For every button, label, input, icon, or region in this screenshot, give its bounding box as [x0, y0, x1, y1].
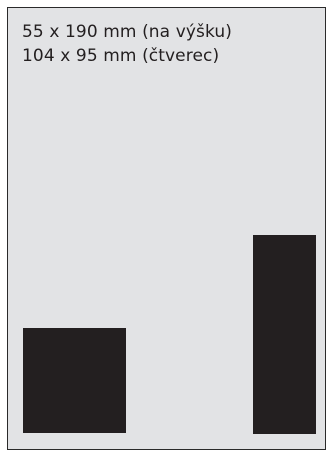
portrait-format-shape: [253, 235, 316, 434]
format-caption: 55 x 190 mm (na výšku) 104 x 95 mm (čtve…: [22, 20, 232, 68]
square-format-shape: [23, 328, 126, 433]
format-caption-line-portrait: 55 x 190 mm (na výšku): [22, 22, 233, 42]
format-preview-panel: 55 x 190 mm (na výšku) 104 x 95 mm (čtve…: [7, 7, 326, 450]
format-caption-line-square: 104 x 95 mm (čtverec): [22, 46, 220, 66]
